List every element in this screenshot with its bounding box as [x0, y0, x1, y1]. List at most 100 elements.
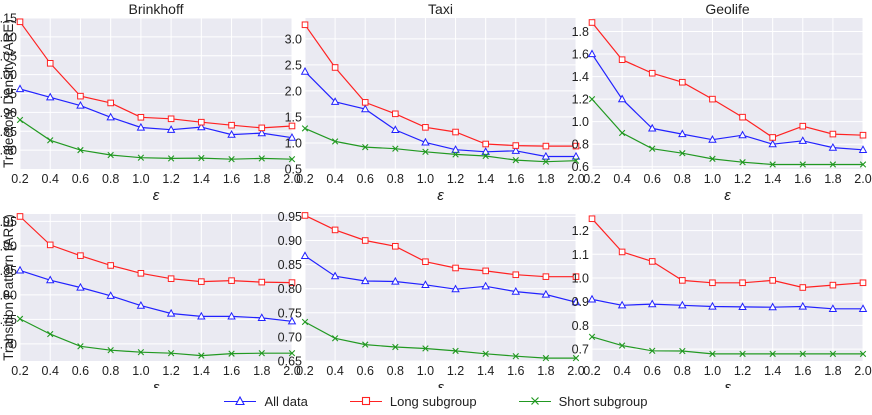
series-all-data-point — [541, 151, 551, 160]
series-long-subgroup-point — [452, 264, 459, 272]
x-tick-label: 0.6 — [357, 364, 374, 378]
series-long-subgroup-point — [542, 142, 550, 150]
series-all-data-point — [287, 316, 297, 325]
x-tick-label: 1.8 — [537, 172, 554, 186]
y-tick-label: 1.0 — [572, 115, 589, 129]
x-tick-label: 0.4 — [613, 364, 630, 378]
series-short-subgroup-point — [392, 145, 399, 152]
series-all-data-point — [678, 300, 687, 309]
series-all-data-point — [481, 281, 490, 290]
series-long-subgroup-point — [301, 212, 309, 219]
series-all-data-point — [541, 289, 551, 298]
series-short-subgroup-point — [77, 343, 84, 350]
series-all-data-line — [591, 53, 864, 151]
series-all-data-line — [304, 71, 576, 158]
series-long-subgroup-point — [361, 99, 369, 106]
series-all-data-point — [15, 265, 25, 274]
x-axis-label: ε — [724, 379, 731, 388]
series-all-data-point — [330, 271, 340, 280]
series-short-subgroup-point — [679, 347, 686, 355]
y-tick-label: 0.70 — [0, 337, 17, 351]
series-short-subgroup-point — [588, 95, 596, 103]
series-all-data-point — [858, 304, 868, 312]
series-all-data-point — [647, 123, 657, 132]
subplot-title: Brinkhoff — [129, 1, 184, 17]
series-all-data-point — [451, 145, 460, 153]
series-short-subgroup-point — [618, 342, 626, 349]
series-long-subgroup-point — [482, 140, 489, 148]
series-long-subgroup-point — [16, 18, 24, 26]
series-long-subgroup-point — [709, 279, 716, 287]
series-long-subgroup-point — [799, 284, 807, 291]
series-long-subgroup-point — [799, 122, 807, 130]
y-tick-label: 1.05 — [0, 49, 17, 63]
x-tick-label: 1.2 — [447, 172, 464, 186]
series-long-subgroup-point — [77, 252, 84, 259]
x-tick-label: 0.6 — [72, 364, 89, 378]
y-tick-label: 0.80 — [0, 144, 17, 158]
series-all-data-point — [421, 137, 430, 146]
y-tick-label: 0.75 — [0, 313, 17, 327]
series-short-subgroup-point — [331, 138, 339, 145]
series-short-subgroup-point — [16, 116, 24, 124]
legend-label-all-data: All data — [264, 393, 308, 409]
series-all-data-point — [76, 282, 85, 291]
series-short-subgroup-point — [362, 341, 369, 348]
series-all-data-point — [738, 302, 747, 311]
series-long-subgroup-point — [679, 277, 686, 284]
series-all-data-point — [106, 112, 115, 121]
x-tick-label: 1.2 — [734, 364, 751, 378]
series-all-data-line — [591, 298, 863, 310]
x-tick-label: 1.4 — [477, 172, 494, 186]
x-tick-label: 0.4 — [613, 172, 630, 186]
series-long-subgroup-line — [304, 24, 576, 147]
series-long-subgroup-point — [739, 113, 746, 121]
series-short-subgroup-line — [304, 127, 577, 163]
series-short-subgroup-point — [198, 154, 205, 162]
subplot-4: 0.2 0.4 0.6 0.8 1.0 1.2 1.4 1.6 1.8 2.00.650.700.… — [278, 210, 585, 388]
legend-label-short-subgroup: Short subgroup — [558, 393, 648, 409]
series-all-data-point — [708, 135, 717, 143]
series-long-subgroup-point — [107, 262, 114, 269]
series-short-subgroup-point — [107, 347, 114, 354]
series-all-data-point — [571, 297, 581, 306]
series-short-subgroup-point — [167, 155, 175, 162]
x-axis-label: ε — [153, 379, 160, 388]
series-all-data-point — [617, 94, 627, 103]
legend-item-long-subgroup: Long subgroup — [349, 394, 477, 409]
series-all-data-point — [511, 286, 521, 295]
x-tick-label: 0.6 — [357, 172, 374, 186]
x-tick-label: 2.0 — [567, 172, 584, 186]
x-tick-label: 0.4 — [42, 364, 59, 378]
series-short-subgroup-point — [542, 158, 550, 165]
y-tick-label: 0.95 — [0, 87, 17, 101]
series-short-subgroup-point — [709, 350, 716, 358]
y-tick-label: 2.5 — [285, 58, 302, 72]
series-long-subgroup-line — [591, 22, 864, 139]
series-all-data-point — [227, 130, 236, 138]
x-tick-label: 1.6 — [794, 172, 811, 186]
series-long-subgroup-point — [228, 121, 235, 129]
series-long-subgroup-point — [167, 115, 175, 123]
series-short-subgroup-point — [137, 348, 145, 356]
series-all-data-point — [166, 308, 176, 317]
series-all-data-point — [257, 313, 267, 321]
x-tick-label: 1.4 — [193, 172, 210, 186]
series-long-subgroup-line — [304, 214, 576, 278]
x-tick-label: 1.4 — [764, 364, 781, 378]
series-short-subgroup-point — [512, 352, 519, 360]
series-short-subgroup-line — [19, 119, 293, 160]
x-tick-label: 1.2 — [447, 364, 464, 378]
series-long-subgroup-point — [618, 56, 626, 63]
series-all-data-point — [708, 301, 717, 310]
x-tick-label: 0.2 — [11, 172, 28, 186]
series-all-data-point — [197, 122, 206, 131]
x-tick-label: 1.6 — [507, 172, 524, 186]
series-long-subgroup-point — [769, 277, 776, 284]
series-short-subgroup-point — [331, 335, 339, 342]
series-all-data-point — [300, 251, 310, 260]
x-tick-label: 0.8 — [674, 364, 691, 378]
series-long-subgroup-point — [392, 110, 399, 118]
x-tick-label: 0.4 — [326, 172, 343, 186]
x-tick-label: 0.2 — [583, 172, 600, 186]
